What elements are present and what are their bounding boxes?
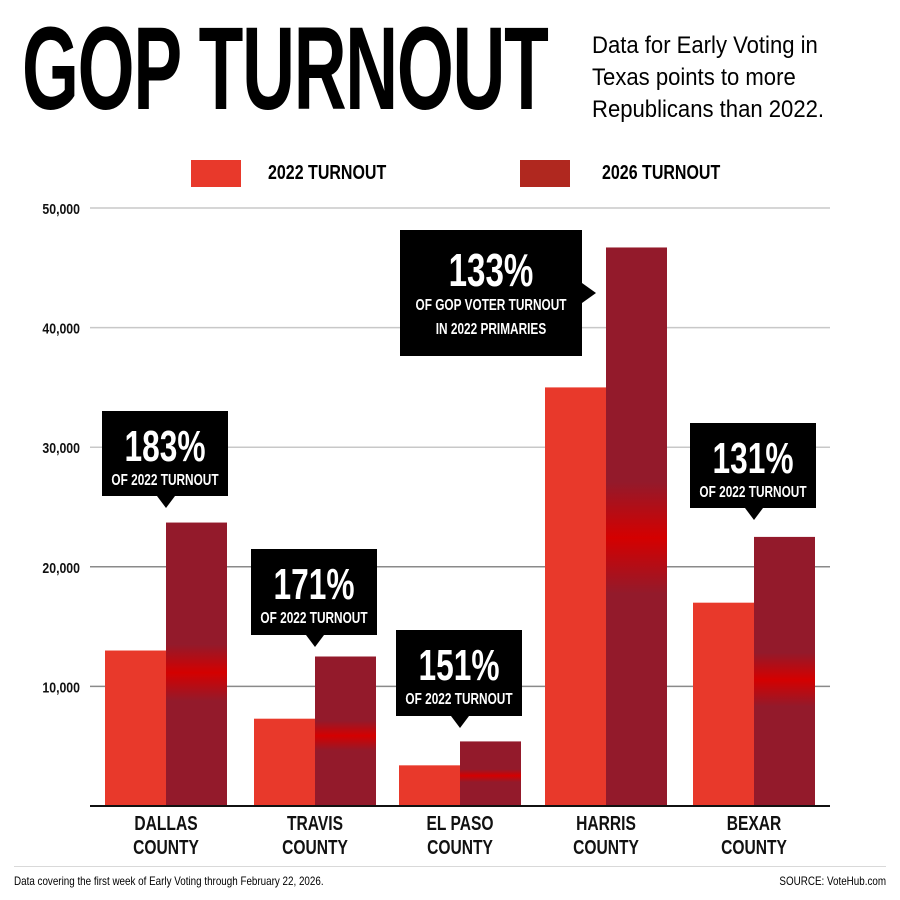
callout-pointer	[451, 716, 469, 728]
x-tick-label: COUNTY	[721, 836, 787, 858]
y-tick-label: 10,000	[42, 679, 80, 695]
bar-2022	[254, 718, 315, 806]
callout: 183%OF 2022 TURNOUT	[102, 411, 228, 508]
page-title: GOP TURNOUT	[22, 3, 549, 135]
subtitle-line: Texas points to more	[592, 64, 796, 91]
legend-swatch-2022	[191, 160, 241, 187]
callout-percent: 131%	[712, 434, 793, 483]
x-tick-label: COUNTY	[133, 836, 199, 858]
y-tick-label: 40,000	[42, 320, 80, 336]
bar-2022	[105, 650, 166, 806]
callout-percent: 171%	[273, 560, 354, 609]
y-tick-label: 50,000	[42, 201, 80, 217]
bar-2026	[315, 656, 376, 806]
bar-2026	[166, 522, 227, 806]
callout-caption: OF GOP VOTER TURNOUT	[416, 295, 567, 313]
callout: 133%OF GOP VOTER TURNOUT IN 2022 PRIMARIE…	[400, 230, 596, 356]
x-tick-label: COUNTY	[427, 836, 493, 858]
callout-pointer	[306, 635, 324, 647]
callout: 151%OF 2022 TURNOUT	[396, 630, 522, 728]
legend-label-2026: 2026 TURNOUT	[602, 162, 721, 184]
bar-2026	[754, 536, 815, 806]
callout-pointer	[745, 508, 763, 520]
x-tick-label: BEXAR	[727, 812, 782, 834]
callout-box	[690, 423, 816, 508]
x-tick-label: TRAVIS	[287, 812, 343, 834]
callout-percent: 151%	[418, 641, 499, 690]
source-credit: SOURCE: VoteHub.com	[779, 874, 886, 888]
x-tick-label: EL PASO	[426, 812, 493, 834]
callout-caption: IN 2022 PRIMARIES	[436, 319, 546, 337]
callout-percent: 183%	[124, 422, 205, 471]
legend-label-2022: 2022 TURNOUT	[268, 162, 387, 184]
callout-caption: OF 2022 TURNOUT	[260, 608, 367, 626]
y-tick-label: 30,000	[42, 440, 80, 456]
bar-2026	[460, 741, 521, 806]
bar-2022	[545, 387, 606, 806]
callout-box	[102, 411, 228, 496]
callout-percent: 133%	[449, 246, 534, 296]
bar-2026	[606, 247, 667, 806]
footer-divider	[14, 866, 886, 867]
callout-box	[396, 630, 522, 716]
legend-swatch-2026	[520, 160, 570, 187]
callout-box	[400, 230, 582, 356]
callout-box	[251, 549, 377, 635]
footnote: Data covering the first week of Early Vo…	[14, 874, 324, 888]
subtitle-line: Republicans than 2022.	[592, 96, 825, 123]
callout-pointer	[157, 496, 175, 508]
callout: 131%OF 2022 TURNOUT	[690, 423, 816, 520]
bar-2022	[399, 765, 460, 806]
x-tick-label: COUNTY	[282, 836, 348, 858]
x-tick-label: HARRIS	[576, 812, 636, 834]
x-tick-label: COUNTY	[573, 836, 639, 858]
y-tick-label: 20,000	[42, 560, 80, 576]
callout-caption: OF 2022 TURNOUT	[405, 689, 512, 707]
subtitle-line: Data for Early Voting in	[592, 32, 818, 59]
bar-2022	[693, 602, 754, 806]
x-tick-label: DALLAS	[134, 812, 197, 834]
callout-caption: OF 2022 TURNOUT	[699, 482, 806, 500]
callout-pointer	[582, 283, 596, 303]
callout: 171%OF 2022 TURNOUT	[251, 549, 377, 647]
subtitle: Data for Early Voting in Texas points to…	[592, 30, 868, 126]
callout-caption: OF 2022 TURNOUT	[111, 470, 218, 488]
